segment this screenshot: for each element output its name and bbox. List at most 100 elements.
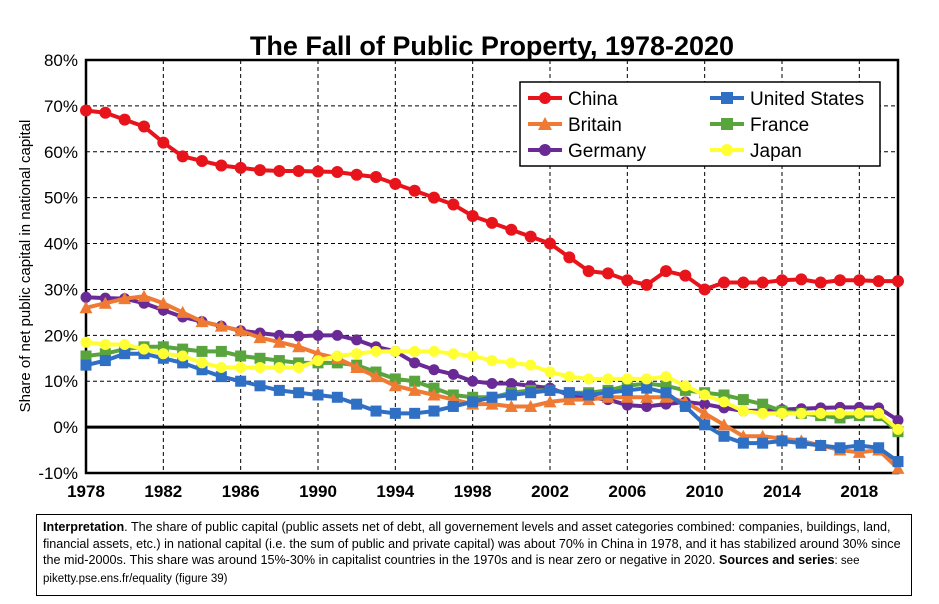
data-point [447,368,459,380]
data-point [699,398,711,410]
legend-label: United States [750,89,864,110]
data-point [196,357,208,369]
data-point [80,336,92,348]
data-point [292,165,305,178]
data-point [409,375,421,387]
data-point [602,373,614,385]
data-point [873,407,885,419]
data-point [427,388,441,401]
data-point [892,414,904,426]
data-point [80,359,92,371]
data-point [539,144,551,156]
data-point [660,380,672,392]
legend-label: Germany [568,141,647,162]
data-point [254,164,266,177]
data-point [505,357,517,369]
data-point [718,430,730,442]
data-point [524,230,537,243]
data-point [737,394,749,406]
data-point [157,348,169,360]
data-point [428,364,440,376]
legend-label: Japan [750,141,802,162]
x-tick-label: 2010 [686,482,724,501]
data-point [641,373,653,385]
data-point [138,343,150,355]
data-point [118,292,132,305]
legend-item-china: China [528,89,618,110]
data-point [698,283,711,296]
data-point [370,171,382,184]
data-point [698,406,712,419]
data-point [795,437,807,449]
data-point [873,442,885,454]
data-point [254,361,266,373]
data-point [737,405,749,417]
data-point [679,400,691,412]
y-tick-label: 20% [44,326,78,345]
interpretation-label: Interpretation [43,520,125,534]
data-point [602,387,614,399]
data-point [196,345,208,357]
data-point [563,251,576,264]
data-point [99,106,112,119]
data-point [273,165,286,178]
data-point [505,378,517,390]
x-tick-label: 1986 [222,482,260,501]
data-point [504,399,518,412]
data-point [621,274,634,287]
data-point [892,275,904,288]
data-point [351,334,363,346]
data-point [177,350,189,362]
data-point [370,345,382,357]
data-point [389,373,401,385]
data-point [370,405,382,417]
data-point [641,382,653,394]
data-point [118,113,131,126]
data-point [331,165,344,178]
data-point [486,391,498,403]
y-tick-label: 40% [44,235,78,254]
data-point [177,343,189,355]
y-tick-label: 30% [44,280,78,299]
data-point [641,400,653,412]
data-point [195,315,209,328]
data-point [757,407,769,419]
data-point [408,383,422,396]
data-point [447,198,460,211]
data-point [312,329,324,341]
legend-item-united-states: United States [710,89,864,110]
data-point [99,348,111,360]
series-china [80,104,904,296]
data-point [640,390,654,403]
data-point [215,361,227,373]
data-point [156,296,170,309]
data-point [428,345,440,357]
data-point [718,396,730,408]
data-point [253,331,267,344]
data-point [137,289,151,302]
data-point [505,389,517,401]
y-tick-label: 80% [44,51,78,70]
data-point [235,361,247,373]
data-point [312,389,324,401]
data-point [563,371,575,383]
data-point [428,382,440,394]
data-point [814,276,827,289]
data-point [721,118,733,130]
data-point [538,117,552,130]
data-point [699,389,711,401]
data-point [505,223,518,236]
data-point [331,350,343,362]
data-point [447,400,459,412]
data-point [467,396,479,408]
data-point [485,397,499,410]
data-point [583,373,595,385]
data-point [409,407,421,419]
data-point [834,274,846,287]
data-point [369,370,383,383]
data-point [776,407,788,419]
data-point [583,389,595,401]
data-point [544,384,556,396]
data-point [679,269,692,282]
y-tick-label: 10% [44,372,78,391]
